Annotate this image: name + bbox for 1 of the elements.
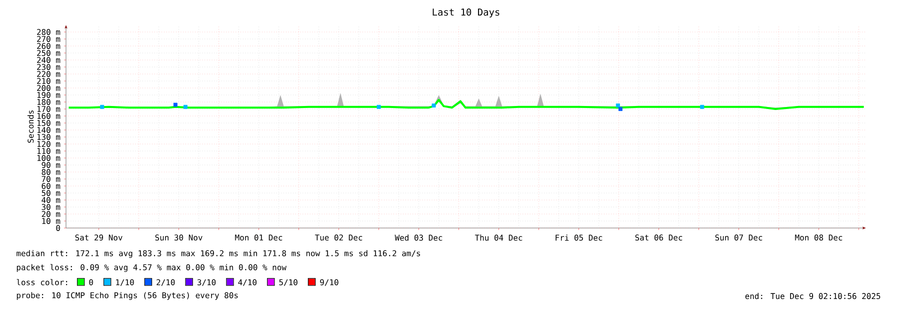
chart-title: Last 10 Days xyxy=(432,8,500,18)
